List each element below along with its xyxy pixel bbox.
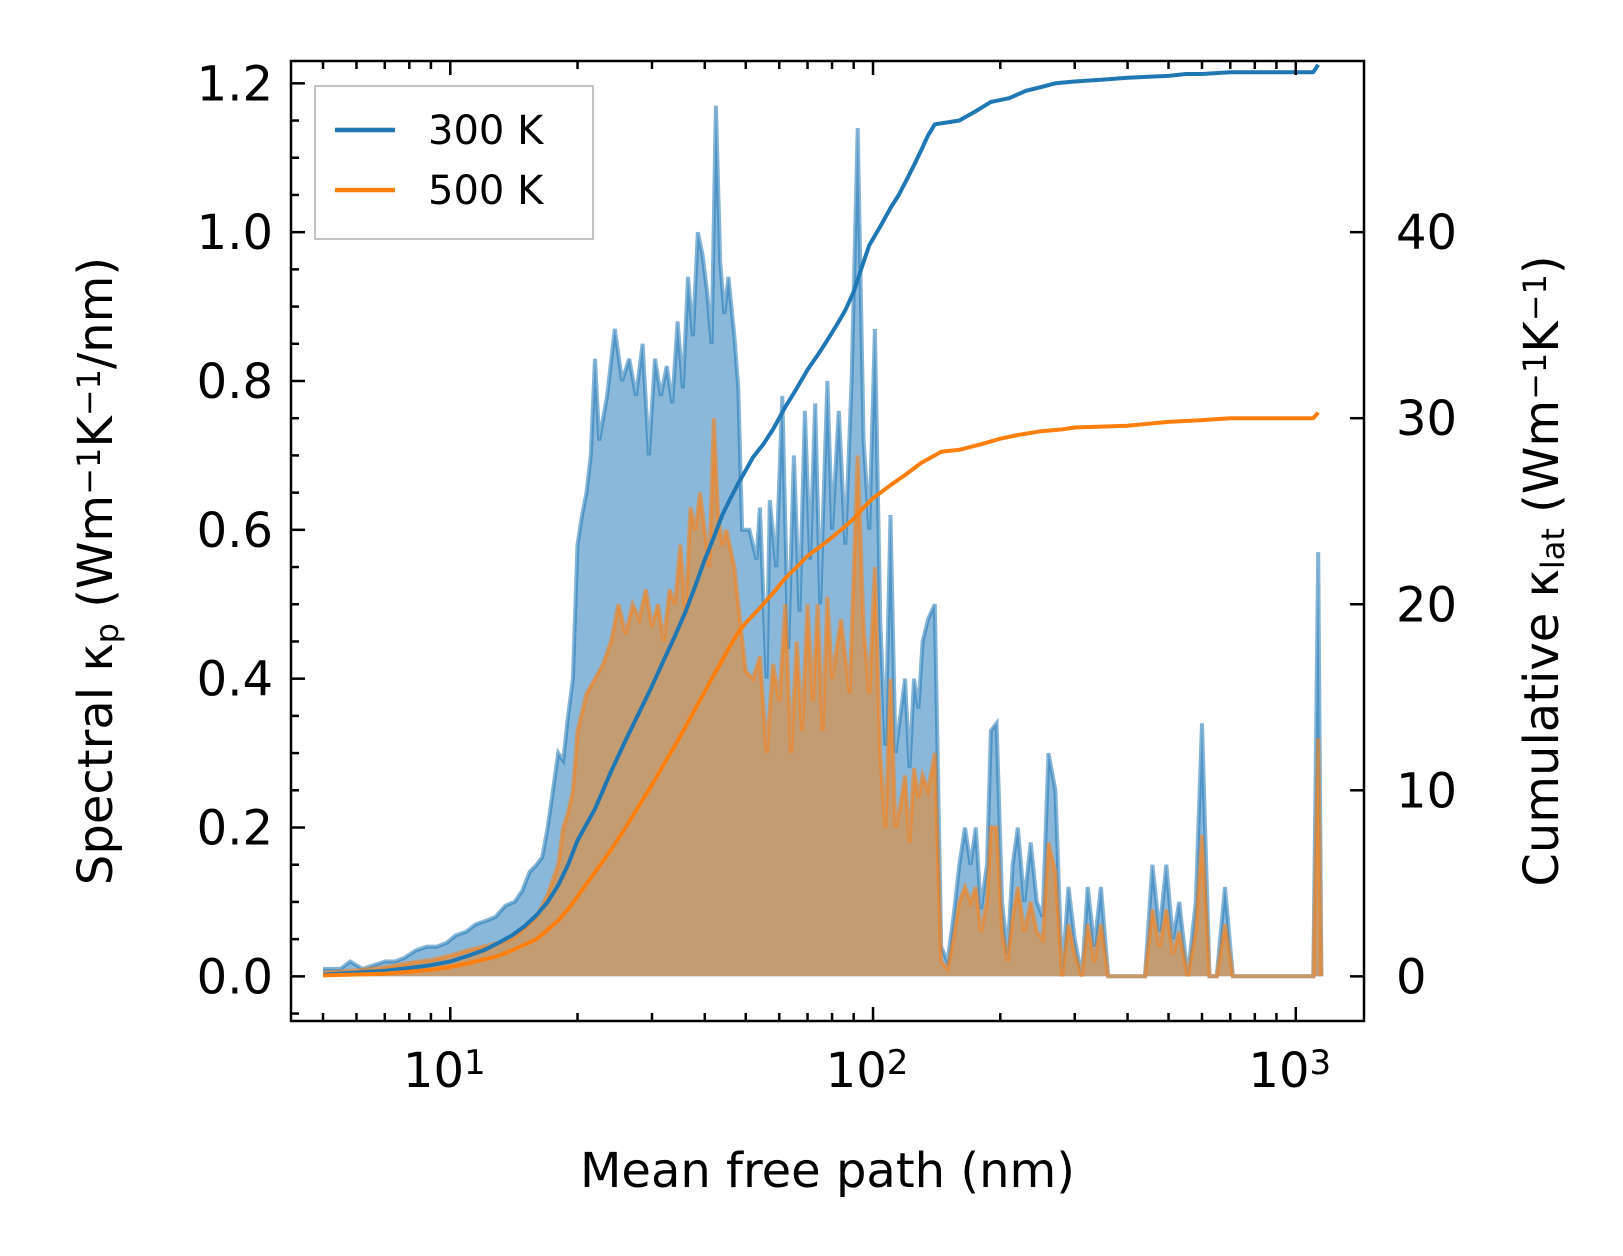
y-tick-label: 0.8 — [197, 354, 273, 410]
plot-frame — [289, 59, 1366, 1023]
spectral-outline-300k — [323, 105, 1324, 979]
tick-labels: 101 102 103 0.0 0.2 0.4 0.6 0.8 1.0 1.2 0 10 20 30 40 — [197, 56, 1457, 1099]
spectral-outline-500k — [322, 418, 1324, 979]
cumulative-line-300k — [322, 63, 1320, 977]
spectral-fills — [322, 105, 1324, 979]
y-tick-label: 0.4 — [197, 652, 273, 708]
legend-label-500k: 500 K — [428, 168, 545, 214]
y-tick-label: 1.2 — [197, 56, 273, 112]
legend: 300 K 500 K — [314, 85, 594, 240]
y2-tick-label: 30 — [1396, 391, 1457, 447]
y-tick-label: 0.2 — [197, 801, 273, 857]
legend-label-300k: 300 K — [428, 108, 545, 154]
y2-axis-label: Cumulative κlat (Wm−1K−1) — [1514, 255, 1572, 886]
spectral-area-300k — [323, 105, 1322, 977]
axis-ticks — [291, 61, 1364, 1021]
y-tick-label: 1.0 — [197, 205, 273, 261]
spectral-area-500k — [323, 418, 1322, 977]
x-axis-label: Mean free path (nm) — [580, 1143, 1075, 1199]
y2-tick-label: 40 — [1396, 205, 1457, 261]
series-lines — [322, 63, 1320, 978]
y2-tick-label: 10 — [1396, 763, 1457, 819]
x-tick-label: 103 — [1248, 1043, 1331, 1099]
y-axis-label: Spectral κp (Wm−1K−1/nm) — [68, 257, 126, 885]
y-tick-label: 0.6 — [197, 503, 273, 559]
x-tick-label: 102 — [826, 1043, 909, 1099]
y-tick-label: 0.0 — [197, 949, 273, 1005]
y2-tick-label: 20 — [1396, 577, 1457, 633]
cumulative-line-500k — [322, 411, 1320, 978]
x-tick-label: 101 — [403, 1043, 486, 1099]
legend-box — [314, 85, 594, 240]
y2-tick-label: 0 — [1396, 949, 1427, 1005]
